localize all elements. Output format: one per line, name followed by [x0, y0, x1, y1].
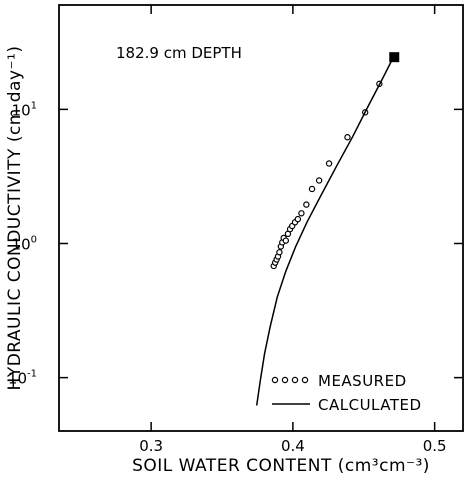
measured-point-18	[325, 160, 333, 167]
legend-calculated-label: CALCULATED	[318, 396, 422, 414]
x-axis-label: SOIL WATER CONTENT (cm³cm⁻³)	[132, 456, 430, 476]
data-marks	[255, 52, 400, 406]
measured-point-17	[315, 177, 323, 184]
x-tick-label-1: 0.4	[281, 437, 305, 455]
measured-point-4	[276, 249, 283, 256]
legend: MEASURED CALCULATED	[271, 372, 422, 414]
legend-measured-label: MEASURED	[318, 372, 407, 390]
x-tick-labels: 0.3 0.4 0.5	[139, 437, 446, 455]
legend-measured-symbol	[271, 376, 309, 384]
measured-point-19	[344, 134, 351, 141]
y-tick-labels: 10-1 100 101	[8, 100, 37, 387]
y-tick-label-1: 100	[12, 234, 37, 253]
measured-point-13	[294, 215, 302, 223]
y-axis-label: HYDRAULIC CONDUCTIVITY (cm day⁻¹)	[5, 46, 25, 391]
tick-marks	[59, 5, 463, 431]
saturated-point-0	[389, 52, 400, 63]
plot-frame	[58, 4, 464, 432]
measured-point-14	[298, 210, 305, 217]
measured-point-16	[308, 185, 316, 193]
y-tick-label-2: 101	[12, 100, 37, 119]
y-tick-label-0: 10-1	[8, 369, 37, 388]
measured-point-8	[282, 237, 290, 244]
depth-annotation: 182.9 cm DEPTH	[116, 44, 242, 62]
measured-point-15	[303, 201, 310, 208]
x-tick-label-0: 0.3	[139, 437, 163, 455]
x-tick-label-2: 0.5	[423, 437, 447, 455]
calculated-line	[255, 58, 394, 406]
